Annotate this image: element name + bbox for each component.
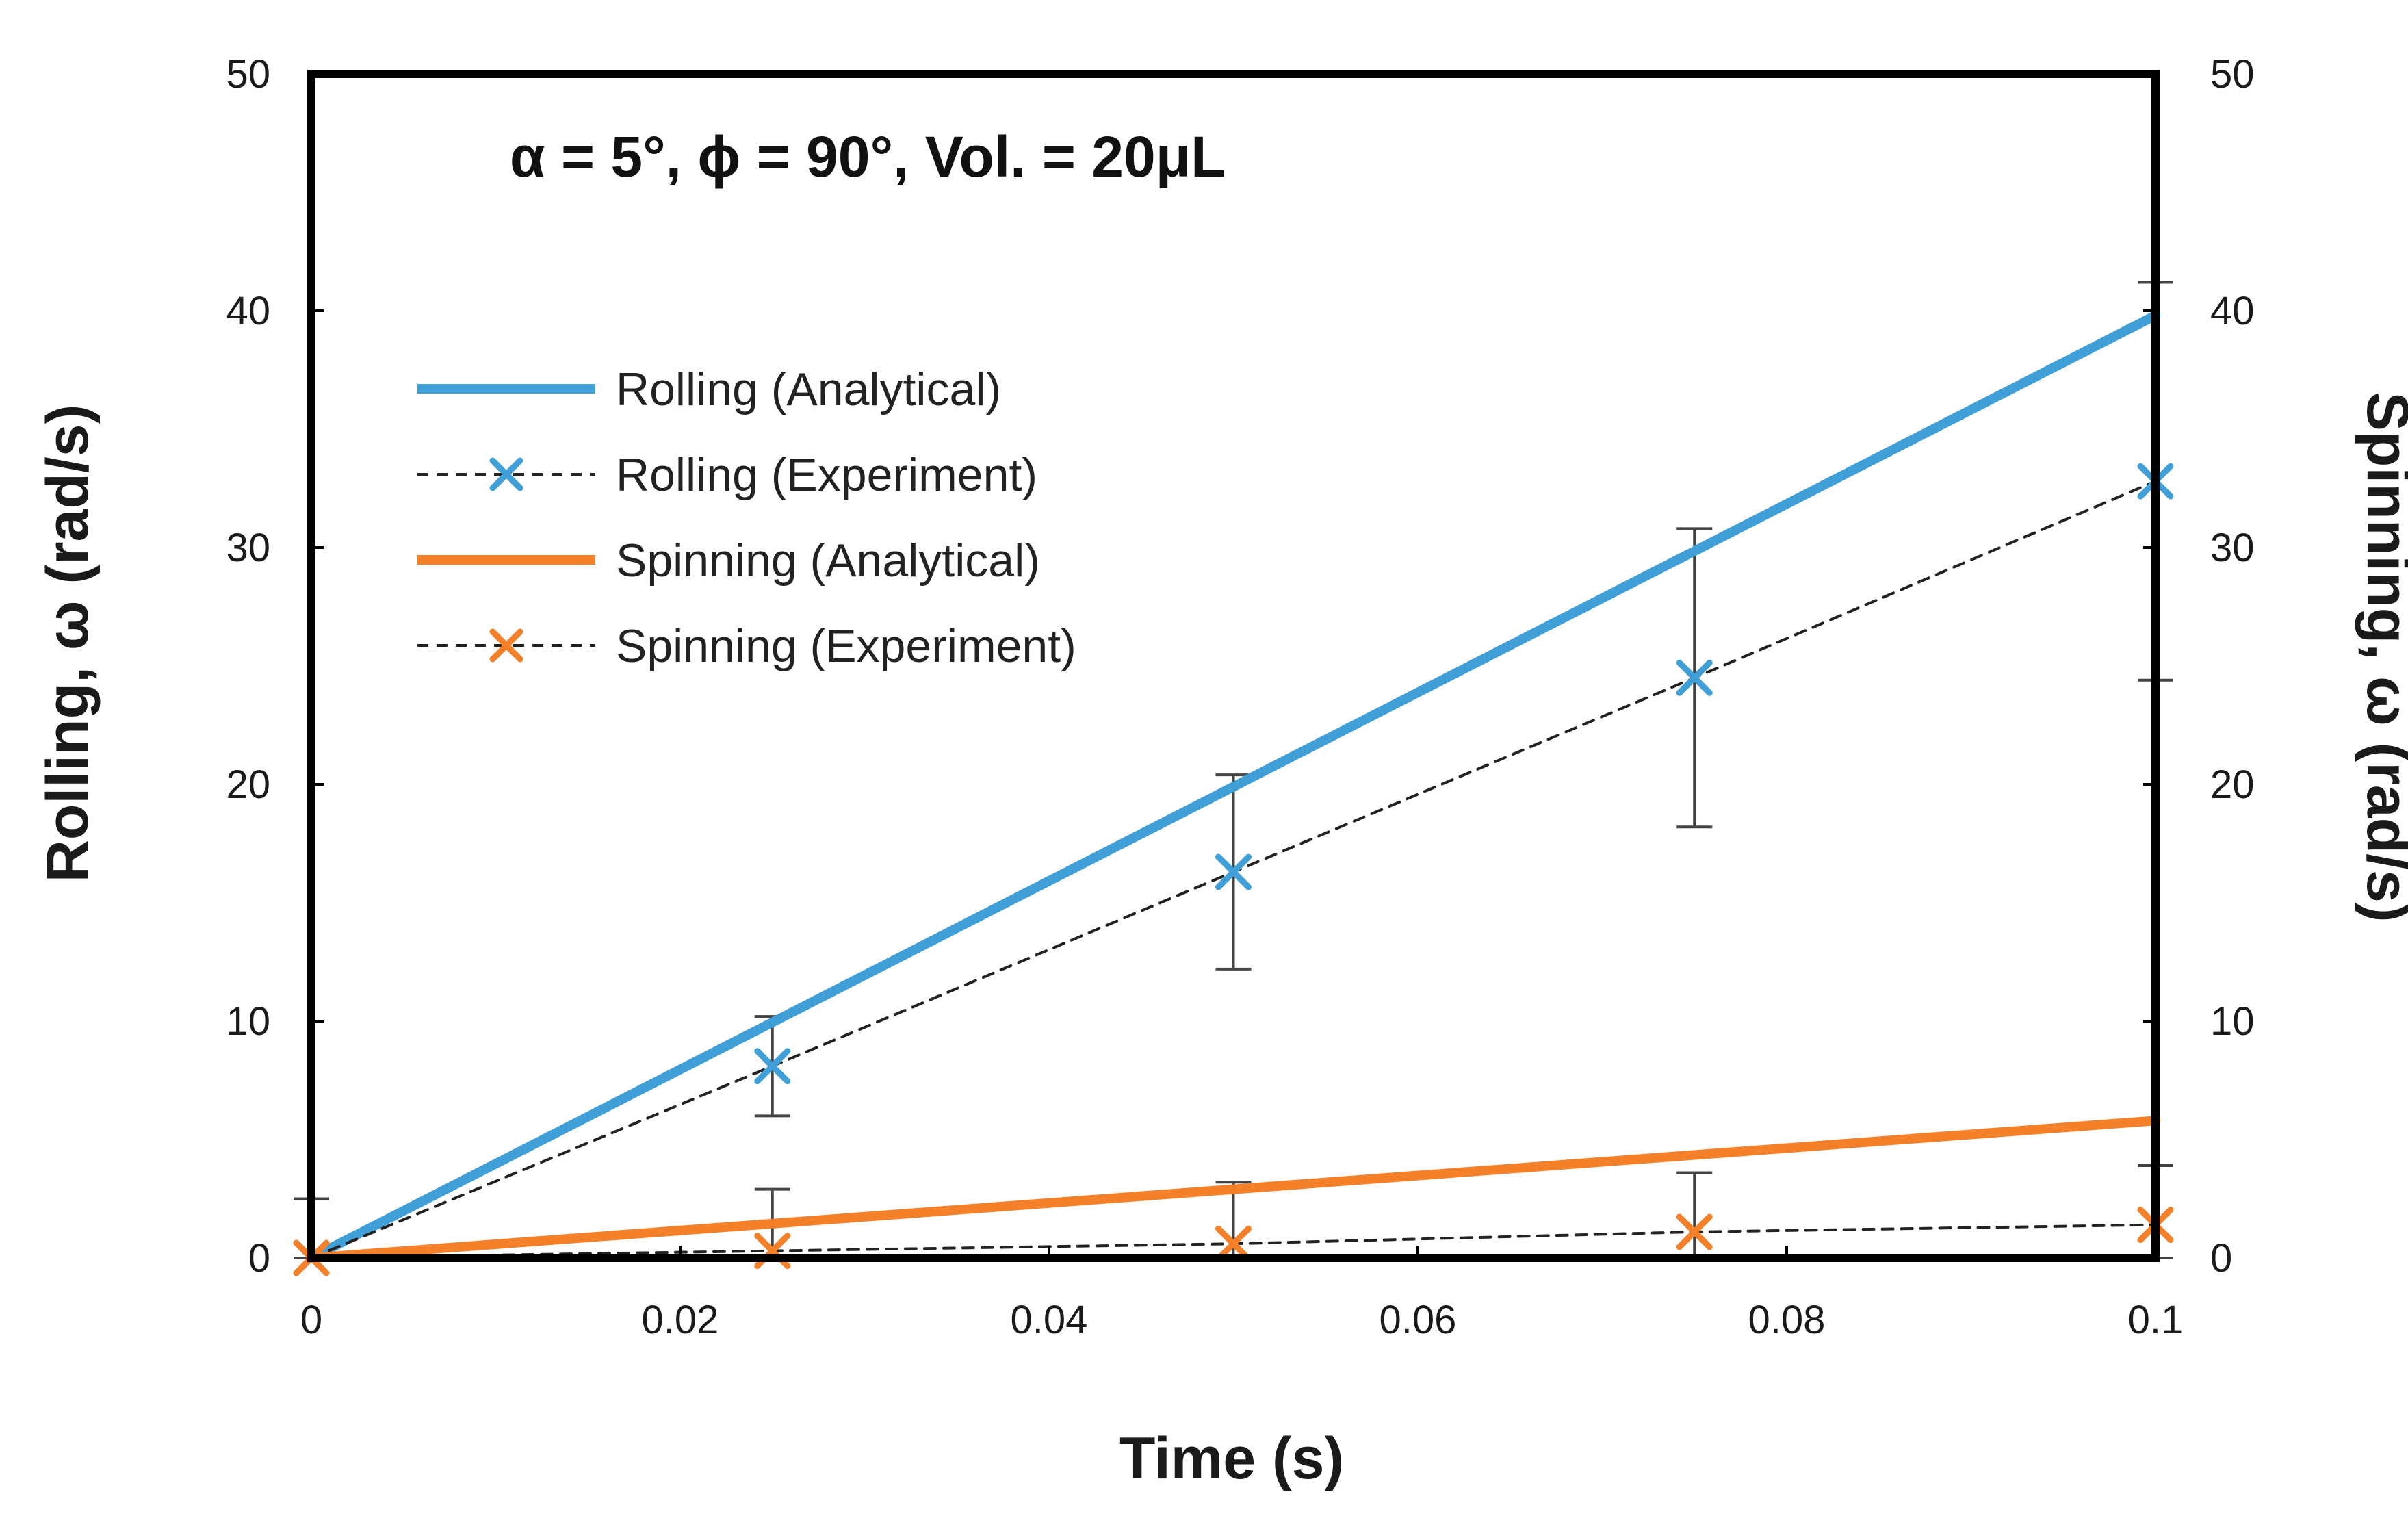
data-point-marker <box>1215 1225 1252 1262</box>
legend-item: Spinning (Experiment) <box>417 620 1076 672</box>
y2-tick-label: 50 <box>2210 52 2255 97</box>
y2-tick-label: 40 <box>2210 289 2255 333</box>
analytical-line <box>307 310 2160 1263</box>
y2-tick-label: 20 <box>2210 762 2255 807</box>
x-tick-label: 0.1 <box>2128 1298 2184 1342</box>
legend-label: Rolling (Experiment) <box>616 449 1037 501</box>
legend-label: Spinning (Analytical) <box>616 535 1040 587</box>
legend: Rolling (Analytical) Rolling (Experiment)… <box>417 363 1076 672</box>
data-point-marker <box>1676 659 1713 696</box>
legend-item: Rolling (Analytical) <box>417 363 1001 415</box>
y2-tick-label: 30 <box>2210 526 2255 570</box>
plot-frame <box>307 70 2160 1262</box>
y-tick-label: 10 <box>226 999 270 1044</box>
data-point-marker <box>754 1048 791 1085</box>
y2-axis-ticks: 0 10 20 30 40 50 <box>2143 52 2255 1281</box>
data-point-marker <box>489 628 523 663</box>
y2-axis-title: Spinning, ω (rad/s) <box>2355 392 2408 923</box>
analytical-line <box>307 1116 2160 1263</box>
chart-title: α = 5°, ϕ = 90°, Vol. = 20μL <box>510 125 1226 189</box>
legend-label: Rolling (Analytical) <box>616 363 1001 415</box>
x-tick-label: 0.04 <box>1011 1298 1088 1342</box>
y-axis-title: Rolling, ω (rad/s) <box>35 404 101 883</box>
x-axis-title: Time (s) <box>1119 1426 1344 1491</box>
y2-tick-label: 0 <box>2210 1236 2232 1281</box>
y-tick-label: 20 <box>226 762 270 807</box>
data-point-marker <box>489 457 523 491</box>
x-tick-label: 0.06 <box>1380 1298 1457 1342</box>
y-tick-label: 40 <box>226 289 270 333</box>
y-tick-label: 0 <box>248 1236 270 1281</box>
data-point-marker <box>1215 853 1252 890</box>
legend-item: Spinning (Analytical) <box>417 535 1040 587</box>
x-tick-label: 0.08 <box>1748 1298 1826 1342</box>
legend-label: Spinning (Experiment) <box>616 620 1076 672</box>
data-point-marker <box>1676 1213 1713 1250</box>
y-tick-label: 50 <box>226 52 270 97</box>
x-axis-ticks: 0 0.02 0.04 0.06 0.08 0.1 <box>300 1246 2183 1342</box>
x-tick-label: 0.02 <box>642 1298 719 1342</box>
x-tick-label: 0 <box>300 1298 322 1342</box>
y2-tick-label: 10 <box>2210 999 2255 1044</box>
y-axis-ticks: 0 10 20 30 40 50 <box>226 52 324 1281</box>
legend-item: Rolling (Experiment) <box>417 449 1037 501</box>
y-tick-label: 30 <box>226 526 270 570</box>
